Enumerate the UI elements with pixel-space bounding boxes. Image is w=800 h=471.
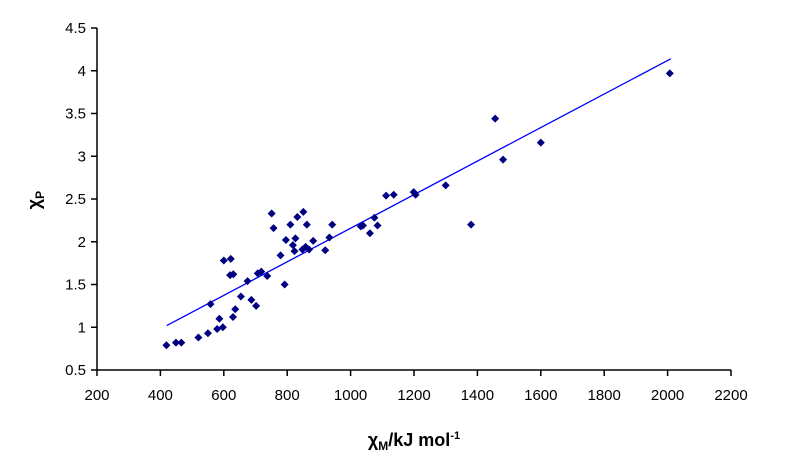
data-point — [263, 271, 272, 280]
data-point — [293, 212, 302, 221]
data-point — [291, 234, 300, 243]
data-point — [491, 114, 500, 123]
data-point — [325, 233, 334, 242]
data-point — [171, 338, 180, 347]
y-axis-title-symbol: χ — [24, 198, 44, 209]
x-tick-label: 1200 — [397, 387, 430, 404]
data-point — [382, 191, 391, 200]
x-tick-label: 2200 — [714, 387, 747, 404]
y-tick-label: 2 — [78, 234, 86, 251]
data-point — [276, 251, 285, 260]
y-axis: 0.5 1 1.5 2 2.5 3 3.5 4 4.5 — [65, 20, 98, 379]
data-point — [321, 246, 330, 255]
data-point — [299, 207, 308, 216]
data-point — [358, 221, 367, 230]
data-point — [305, 245, 314, 254]
data-point — [229, 270, 238, 279]
data-point — [206, 300, 215, 309]
x-tick-label: 2000 — [651, 387, 684, 404]
data-point — [231, 305, 240, 314]
x-tick-label: 1400 — [461, 387, 494, 404]
y-axis-title: χP — [24, 191, 47, 209]
data-point — [302, 220, 311, 229]
x-axis-title: χM/kJ mol-1 — [368, 430, 460, 453]
data-point — [286, 220, 295, 229]
data-point — [309, 236, 318, 245]
x-tick-label: 200 — [84, 387, 109, 404]
data-point — [177, 338, 186, 347]
data-point — [281, 236, 290, 245]
data-point — [226, 254, 235, 263]
data-point — [228, 312, 237, 321]
data-point — [257, 267, 266, 276]
data-point — [267, 209, 276, 218]
data-point — [247, 295, 256, 304]
data-point — [203, 329, 212, 338]
data-point — [236, 292, 245, 301]
data-point — [194, 333, 203, 342]
x-axis: 200 400 600 800 1000 1200 1400 1600 1800 2000 2200 — [84, 369, 748, 404]
y-tick-label: 3 — [78, 148, 86, 165]
data-point — [411, 190, 420, 199]
data-point — [269, 224, 278, 233]
y-axis-title-sub: P — [33, 191, 47, 199]
y-tick-label: 0.5 — [65, 362, 86, 379]
x-axis-title-sup: -1 — [450, 430, 460, 442]
data-point — [373, 221, 382, 230]
x-axis-title-symbol: χ — [368, 430, 379, 450]
y-tick-label: 3.5 — [65, 106, 86, 123]
data-point — [467, 220, 476, 229]
x-tick-label: 400 — [148, 387, 173, 404]
data-point — [280, 280, 289, 289]
data-point — [389, 190, 398, 199]
data-point — [218, 323, 227, 332]
data-point — [365, 229, 374, 238]
data-point — [328, 220, 337, 229]
x-tick-label: 1800 — [588, 387, 621, 404]
x-tick-label: 600 — [211, 387, 236, 404]
data-point — [215, 314, 224, 323]
y-tick-label: 2.5 — [65, 191, 86, 208]
y-tick-label: 1 — [78, 319, 86, 336]
data-point — [219, 256, 228, 265]
x-tick-label: 1600 — [524, 387, 557, 404]
y-tick-label: 4.5 — [65, 20, 86, 37]
y-tick-label: 1.5 — [65, 277, 86, 294]
data-point — [290, 247, 299, 256]
data-point — [288, 241, 297, 250]
data-point — [370, 213, 379, 222]
data-point — [252, 301, 261, 310]
y-tick-label: 4 — [78, 63, 86, 80]
x-tick-label: 800 — [275, 387, 300, 404]
data-point — [162, 341, 171, 350]
data-point — [441, 181, 450, 190]
x-axis-title-sub: M — [378, 439, 388, 453]
trendline — [166, 58, 672, 327]
x-axis-title-rest: /kJ mol — [388, 430, 450, 450]
data-point — [499, 155, 508, 164]
data-point — [243, 277, 252, 286]
plot-area — [162, 58, 674, 350]
x-tick-label: 1000 — [334, 387, 367, 404]
data-point — [536, 138, 545, 147]
data-point — [665, 69, 674, 78]
